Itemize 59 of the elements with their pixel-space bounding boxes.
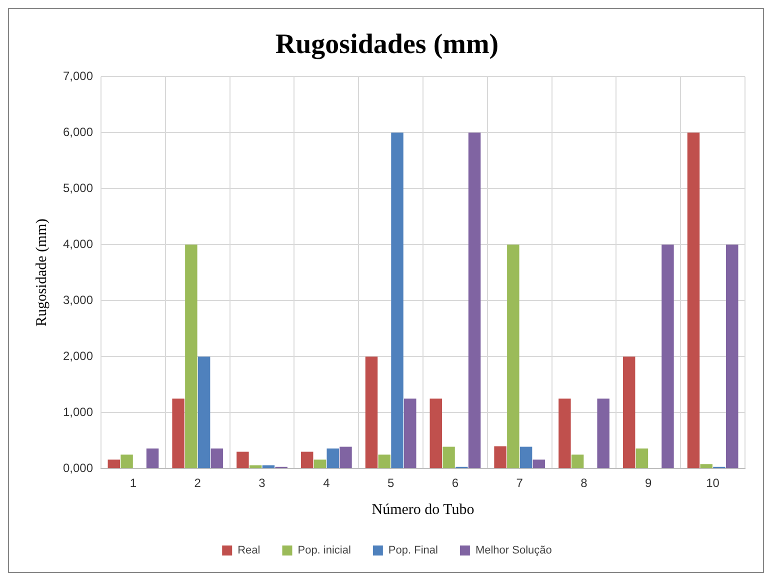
bar	[726, 244, 738, 468]
bar	[700, 464, 712, 468]
bar	[532, 460, 546, 468]
x-tick-label: 2	[194, 476, 202, 490]
bar	[146, 448, 159, 468]
x-tick-label: 9	[645, 476, 652, 490]
bar	[597, 398, 610, 468]
bar	[507, 244, 520, 468]
y-tick-label: 2,000	[63, 348, 94, 363]
bar	[108, 460, 120, 468]
bar	[662, 244, 674, 468]
bar	[262, 465, 275, 468]
bar	[404, 398, 416, 468]
legend-label: Pop. inicial	[298, 544, 351, 557]
bar	[198, 356, 210, 468]
y-tick-label: 1,000	[63, 404, 94, 419]
legend-label: Pop. Final	[388, 544, 438, 557]
bar	[391, 132, 404, 468]
y-tick-label: 3,000	[63, 292, 94, 307]
bar	[249, 465, 262, 468]
bar	[571, 454, 584, 468]
x-axis-title: Número do Tubo	[372, 502, 474, 518]
y-tick-label: 7,000	[63, 68, 94, 83]
y-tick-label: 6,000	[63, 124, 94, 139]
x-tick-label: 8	[580, 476, 588, 490]
bar	[430, 398, 442, 468]
bar	[687, 132, 700, 468]
y-tick-label: 5,000	[63, 180, 94, 195]
bar	[558, 398, 571, 468]
bar	[185, 244, 198, 468]
bar	[468, 132, 481, 468]
chart-title: Rugosidades (mm)	[275, 29, 499, 60]
bar	[494, 446, 506, 468]
bar	[636, 448, 648, 468]
bar	[326, 448, 339, 468]
bar	[236, 452, 249, 468]
bar	[340, 446, 352, 468]
x-tick-label: 3	[258, 476, 266, 490]
y-tick-label: 0,000	[63, 460, 94, 475]
bar	[520, 446, 532, 468]
bar	[314, 460, 326, 468]
bar	[300, 452, 314, 468]
y-axis-title: Rugosidade (mm)	[34, 218, 50, 327]
x-tick-label: 4	[323, 476, 330, 490]
bar	[442, 446, 455, 468]
x-tick-label: 7	[516, 476, 524, 490]
x-tick-label: 5	[387, 476, 394, 490]
bar	[365, 356, 378, 468]
bar	[120, 454, 133, 468]
legend-label: Melhor Solução	[475, 544, 552, 557]
y-tick-label: 4,000	[63, 236, 94, 251]
bar	[378, 454, 390, 468]
bar	[172, 398, 184, 468]
x-tick-label: 6	[452, 476, 459, 490]
bar	[622, 356, 636, 468]
bar	[210, 448, 224, 468]
x-tick-label: 10	[706, 476, 720, 490]
legend-label: Real	[238, 544, 260, 557]
x-tick-label: 1	[130, 476, 137, 490]
